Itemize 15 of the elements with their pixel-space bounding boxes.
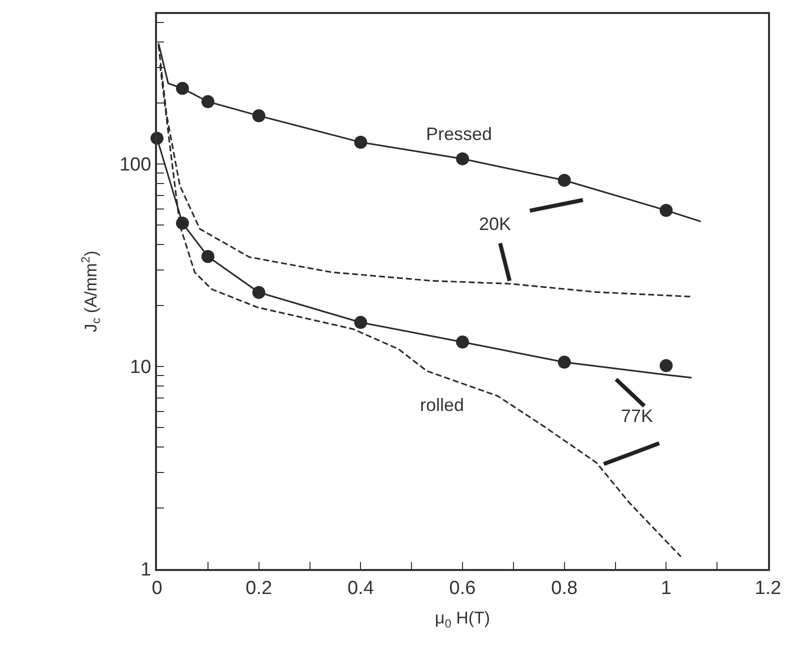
x-tick-label: 0 xyxy=(152,578,162,599)
annotation: 20K xyxy=(479,214,512,234)
y-tick-label: 10 xyxy=(130,357,152,378)
x-tick-label: 0.2 xyxy=(246,578,272,599)
x-tick-label: 1 xyxy=(660,578,672,599)
x-tick-label: 1.2 xyxy=(754,578,782,599)
x-tick-label: 0.4 xyxy=(347,578,374,599)
annotation: rolled xyxy=(420,395,464,415)
annotation: Pressed xyxy=(426,124,492,144)
x-tick-label: 0.6 xyxy=(449,578,476,599)
y-tick-label: 1 xyxy=(140,560,152,581)
x-tick-label: 0.8 xyxy=(551,578,578,599)
y-tick-label: 100 xyxy=(119,154,152,176)
annotation: 77K xyxy=(621,406,654,426)
x-axis-title: μ$_{0}$ H(T) xyxy=(434,608,490,630)
